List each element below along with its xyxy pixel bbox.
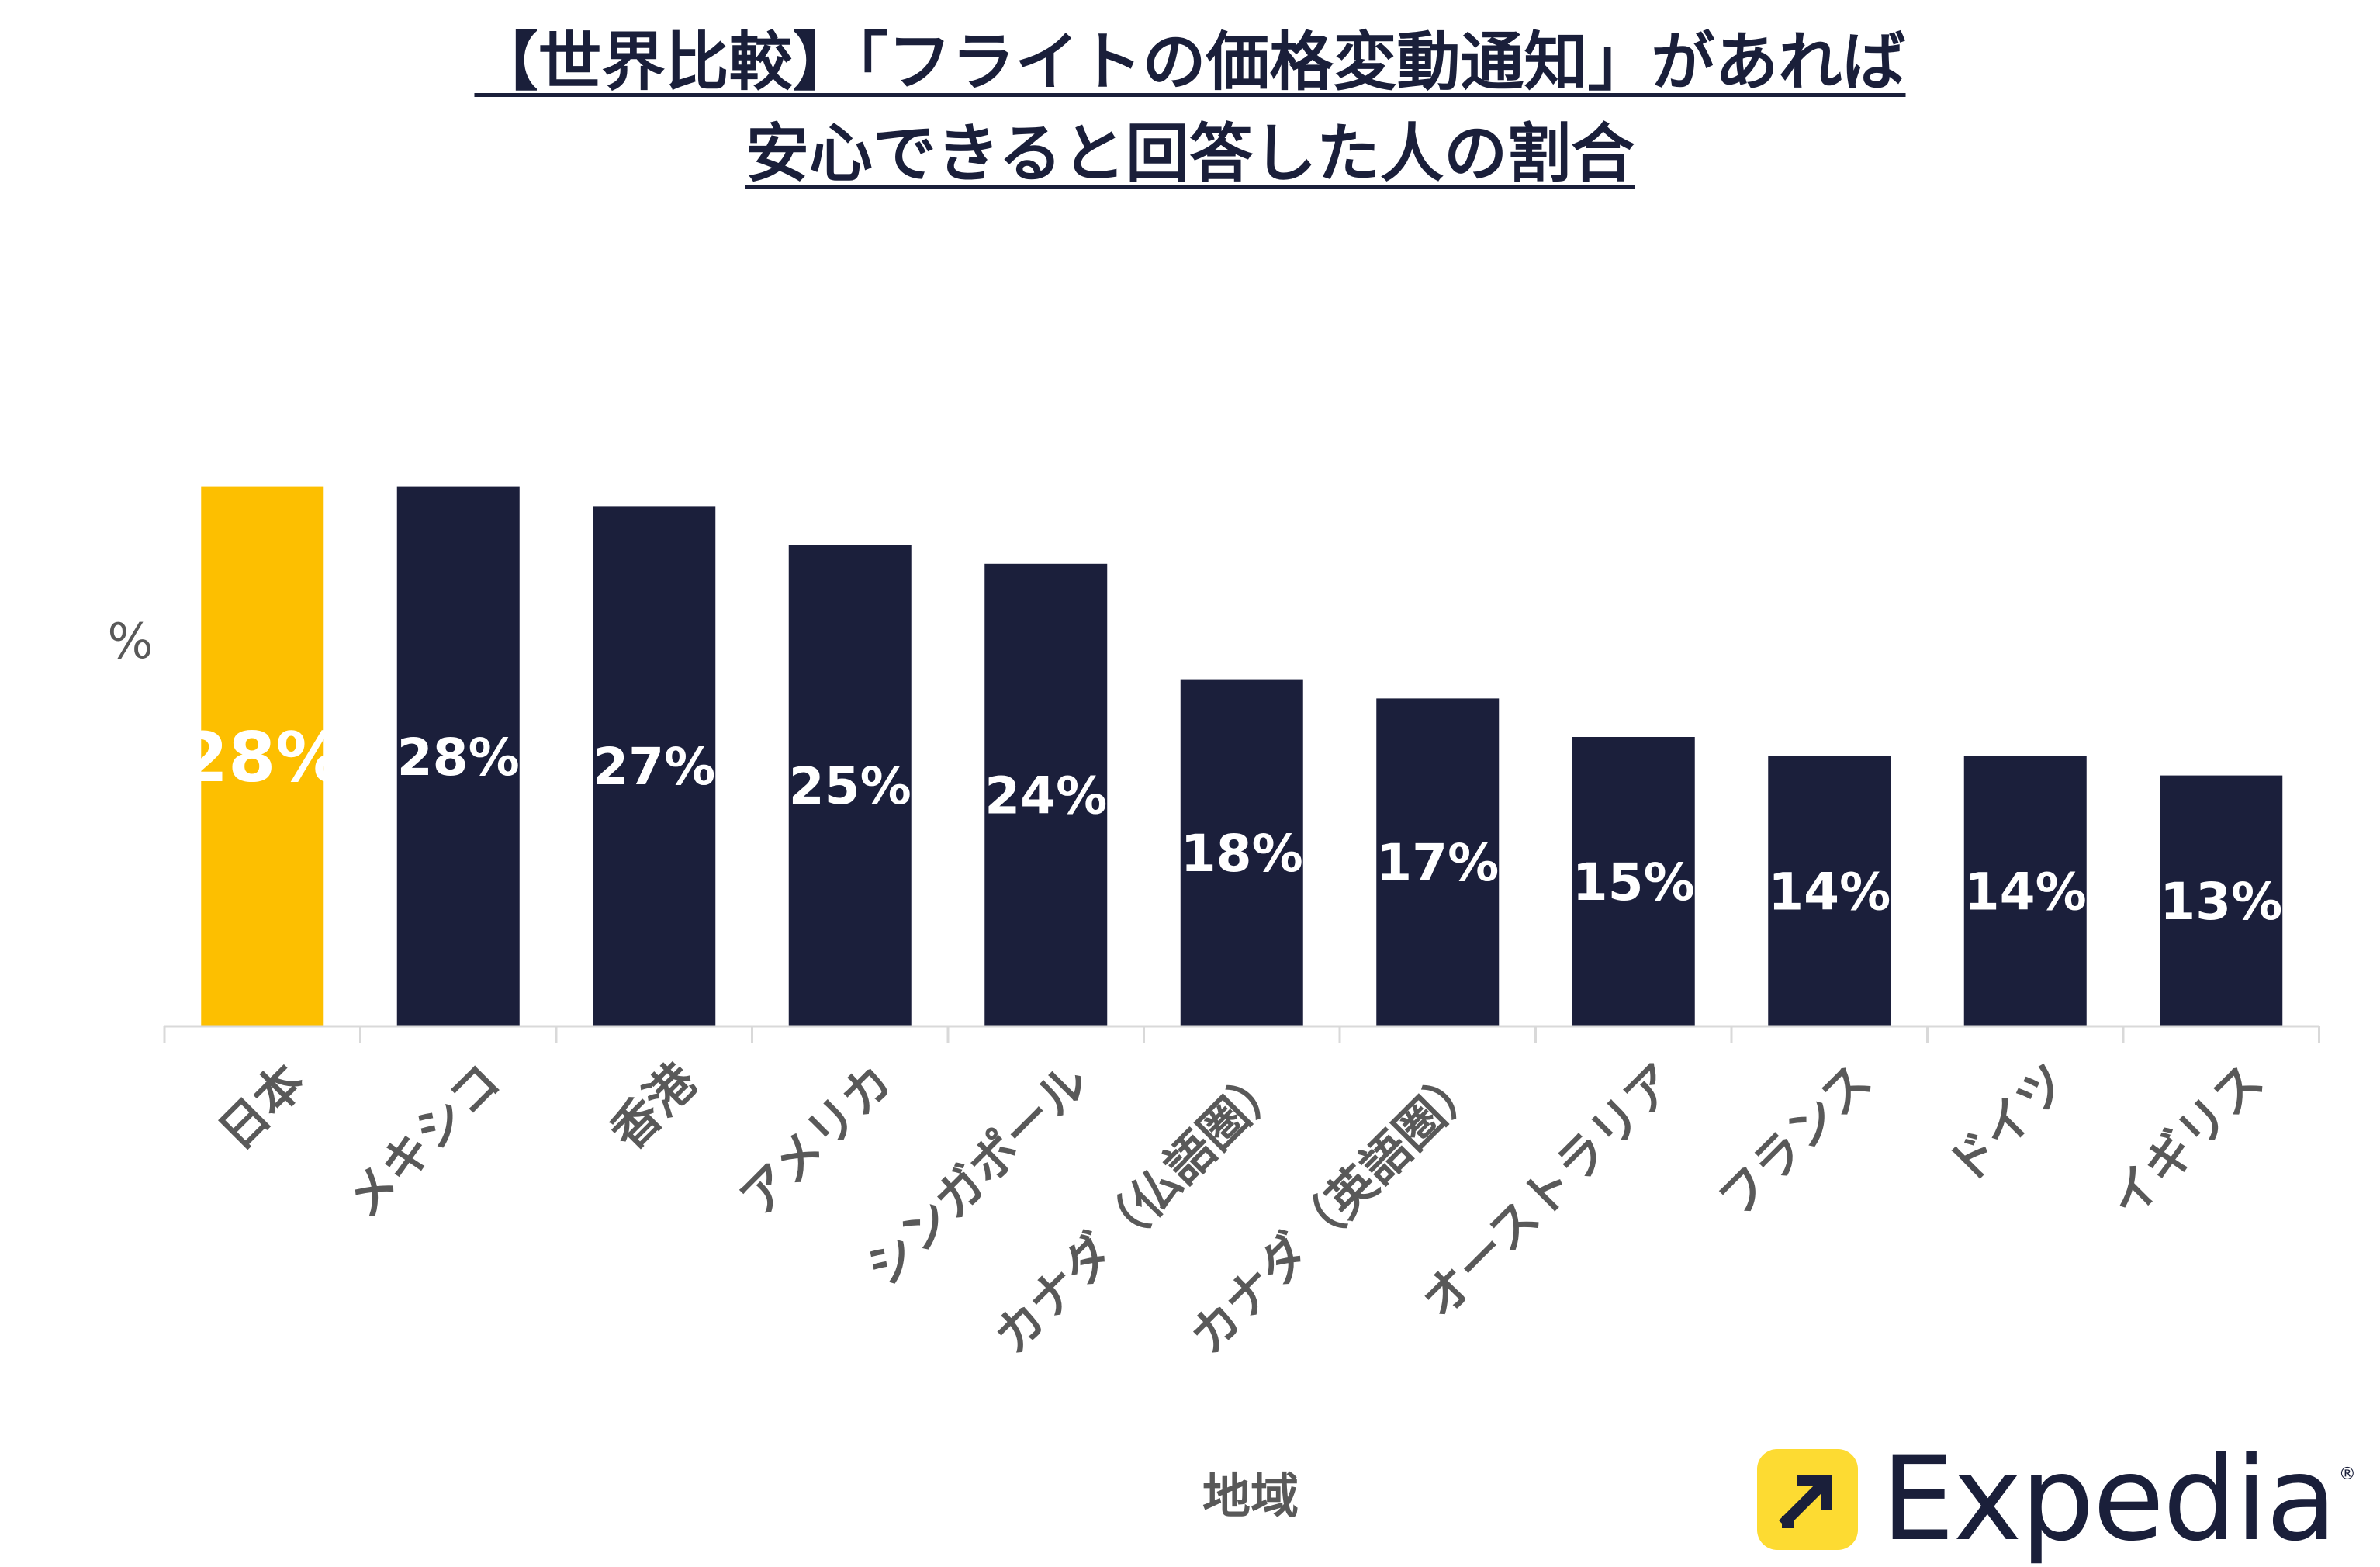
x-axis-label: 地域	[1202, 1468, 1299, 1524]
chart-title-text-1: 【世界比較】「フライトの価格変動通知」があれば	[474, 26, 1906, 99]
category-label-2: メキシコ	[335, 1053, 511, 1229]
data-label-3: 27%	[593, 737, 715, 797]
data-label-7: 17%	[1376, 833, 1499, 893]
bar-6	[1180, 679, 1303, 1026]
data-label-8: 15%	[1572, 853, 1695, 912]
data-label-5: 24%	[984, 766, 1107, 825]
category-label-9: フランス	[1707, 1053, 1883, 1228]
bar-8	[1572, 737, 1695, 1026]
arrow-up-right-icon	[1757, 1449, 1858, 1550]
registered-mark: ®	[2338, 1465, 2356, 1484]
data-label-10: 14%	[1964, 862, 2087, 922]
data-label-6: 18%	[1181, 824, 1303, 884]
category-label-3: 香港	[600, 1052, 708, 1161]
x-axis	[163, 1025, 2320, 1043]
chart-title-line-1: 【世界比較】「フライトの価格変動通知」があれば	[0, 31, 2380, 95]
category-label-11: イギリス	[2098, 1053, 2274, 1229]
category-label-4: アメリカ	[729, 1053, 904, 1227]
bar-2	[396, 486, 520, 1026]
y-axis-label: %	[108, 613, 154, 669]
chart-title-line-2: 安心できると回答した人の割合	[0, 123, 2380, 186]
data-label-group: 28% 28% 27% 25% 24% 18% 17% 15% 14% 14% 13%	[181, 718, 2282, 932]
bar-1	[201, 486, 324, 1026]
category-label-1: 日本	[208, 1053, 316, 1161]
bar-group	[201, 486, 2283, 1026]
logo-wordmark: Expedia	[1881, 1432, 2337, 1567]
data-label-4: 25%	[789, 756, 912, 816]
bar-4	[788, 545, 912, 1026]
category-label-group: 日本 メキシコ 香港 アメリカシンガポールカナダ（仏語圏）カナダ（英語圏）オーストラリ…	[208, 1052, 2274, 1365]
data-label-9: 14%	[1768, 862, 1891, 922]
bar-7	[1376, 698, 1500, 1026]
bar-5	[984, 563, 1108, 1026]
expedia-logo: Expedia ®	[1757, 1441, 2356, 1558]
data-label-11: 13%	[2160, 872, 2282, 932]
category-label-10: ドイツ	[1936, 1053, 2078, 1195]
data-label-2: 28%	[397, 728, 520, 787]
chart-title-text-2: 安心できると回答した人の割合	[745, 117, 1635, 191]
data-label-1: 28%	[181, 718, 344, 797]
bar-10	[1963, 756, 2087, 1026]
bar-11	[2160, 775, 2283, 1026]
bar-3	[593, 506, 716, 1026]
bar-9	[1768, 756, 1891, 1026]
